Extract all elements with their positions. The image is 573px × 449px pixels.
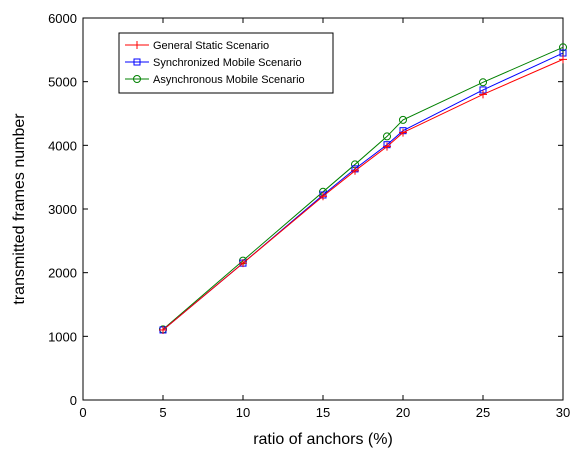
y-tick-label: 1000 — [48, 329, 77, 344]
plus-marker — [159, 325, 167, 334]
legend-label: General Static Scenario — [153, 40, 269, 52]
circle-marker — [479, 78, 487, 87]
series-circle — [159, 43, 567, 334]
plus-marker — [239, 259, 247, 268]
plus-marker — [133, 41, 141, 49]
plus-marker — [479, 90, 487, 99]
plus-marker — [559, 55, 567, 64]
square-marker — [133, 58, 141, 66]
series-line — [162, 46, 564, 330]
plus-marker — [351, 166, 359, 175]
y-tick-label: 4000 — [48, 138, 77, 153]
x-tick-label: 10 — [236, 405, 250, 420]
x-tick-label: 20 — [396, 405, 410, 420]
x-tick-label: 25 — [476, 405, 490, 420]
y-tick-label: 3000 — [48, 202, 77, 217]
y-axis-label: transmitted frames number — [11, 113, 28, 305]
y-tick-label: 2000 — [48, 266, 77, 281]
y-tick-label: 0 — [70, 393, 77, 408]
x-tick-label: 30 — [556, 405, 570, 420]
plus-marker — [319, 192, 327, 201]
x-tick-label: 15 — [316, 405, 330, 420]
circle-marker — [383, 132, 391, 141]
x-tick-label: 0 — [79, 405, 86, 420]
x-tick-label: 5 — [159, 405, 166, 420]
series-line — [162, 58, 564, 331]
circle-marker — [133, 75, 141, 83]
legend-label: Asynchronous Mobile Scenario — [153, 74, 305, 86]
plus-marker — [399, 128, 407, 137]
circle-marker — [399, 115, 407, 124]
legend: General Static Scenario Synchronized Mobi… — [118, 32, 334, 94]
y-tick-label: 5000 — [48, 75, 77, 90]
x-axis-label: ratio of anchors (%) — [253, 431, 393, 448]
y-tick-label: 6000 — [48, 11, 77, 26]
circle-marker — [559, 43, 567, 52]
plot-area: 0 5 10 15 20 25 30 0 1000 2000 3000 4000 5000 6000 — [48, 11, 570, 420]
series-plus — [159, 55, 567, 334]
legend-label: Synchronized Mobile Scenario — [153, 57, 302, 69]
plus-marker — [383, 142, 391, 151]
legend-box — [118, 32, 334, 94]
